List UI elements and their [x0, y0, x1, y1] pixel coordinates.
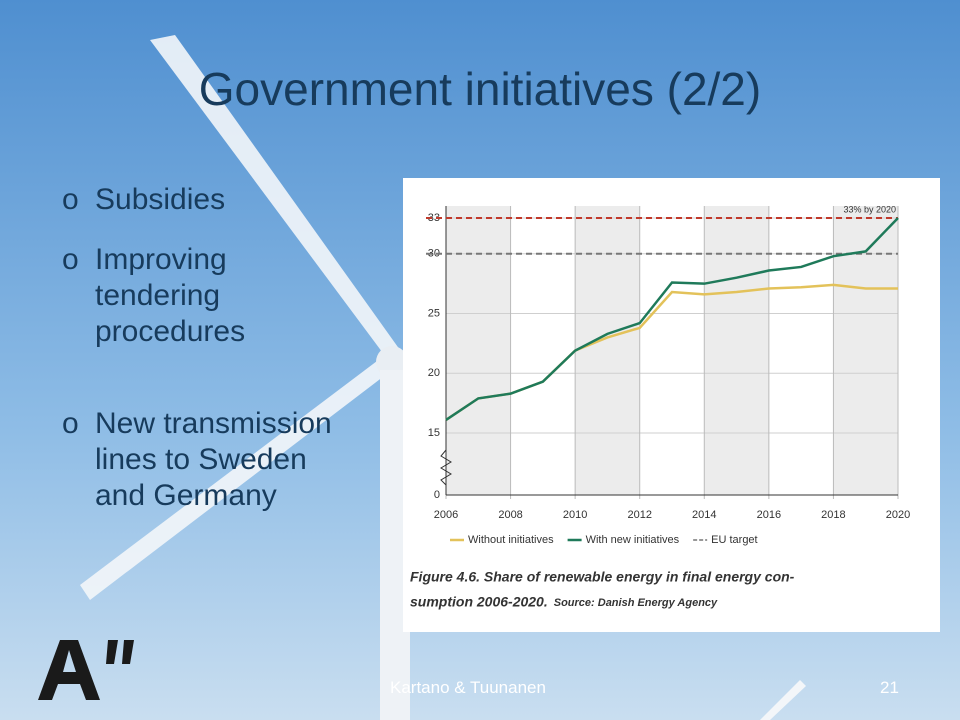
legend-label: Without initiatives	[468, 534, 554, 546]
bullet: o New transmission lines to Sweden and Germ…	[62, 406, 332, 514]
x-tick-label: 2014	[692, 509, 716, 521]
page-number: 21	[880, 678, 899, 697]
bullet-marker: o	[62, 183, 79, 216]
chart-caption: Figure 4.6. Share of renewable energy in…	[410, 569, 795, 585]
reference-label: 33% by 2020	[843, 204, 896, 214]
bullet-line: procedures	[95, 315, 246, 348]
bullet: o Subsidies	[62, 182, 225, 218]
bullet-line: lines to Sweden	[95, 443, 307, 476]
bullet-text: New transmission lines to Sweden and Germa…	[95, 406, 332, 514]
y-tick-label: 30	[428, 248, 440, 260]
bullet-text: Subsidies	[95, 182, 225, 218]
x-tick-label: 2010	[563, 509, 587, 521]
y-tick-label: 20	[428, 367, 440, 379]
legend-label: EU target	[711, 534, 757, 546]
plot-band	[575, 206, 640, 495]
bullet-marker: o	[62, 243, 79, 276]
bullet-line: New transmission	[95, 407, 332, 440]
bullet-line: Improving	[95, 243, 227, 276]
legend-label: With new initiatives	[586, 534, 680, 546]
x-tick-label: 2020	[886, 509, 910, 521]
y-tick-label: 0	[434, 489, 440, 501]
bullet: o Improving tendering procedures	[62, 242, 245, 350]
series-line	[445, 217, 899, 421]
x-tick-label: 2008	[498, 509, 522, 521]
x-tick-label: 2018	[821, 509, 845, 521]
plot-band	[446, 206, 511, 495]
x-tick-label: 2012	[627, 509, 651, 521]
bullet-marker: o	[62, 407, 79, 440]
y-tick-label: 33	[428, 212, 440, 224]
x-tick-label: 2006	[434, 509, 458, 521]
slide-title: Government initiatives (2/2)	[198, 63, 762, 115]
plot-band	[704, 206, 769, 495]
plot-band	[833, 206, 898, 495]
bullet-line: Subsidies	[95, 183, 226, 216]
footer: Kartano & Tuunanen	[390, 678, 546, 697]
bullet-text: Improving tendering procedures	[95, 242, 245, 350]
bullet-line: and Germany	[95, 479, 277, 512]
chart-caption: sumption 2006-2020.	[410, 594, 548, 610]
x-tick-label: 2016	[757, 509, 781, 521]
y-tick-label: 25	[428, 307, 440, 319]
bullet-line: tendering	[95, 279, 221, 312]
chart-source: Source: Danish Energy Agency	[554, 597, 718, 609]
axis-break	[440, 449, 452, 486]
y-tick-label: 15	[428, 427, 440, 439]
